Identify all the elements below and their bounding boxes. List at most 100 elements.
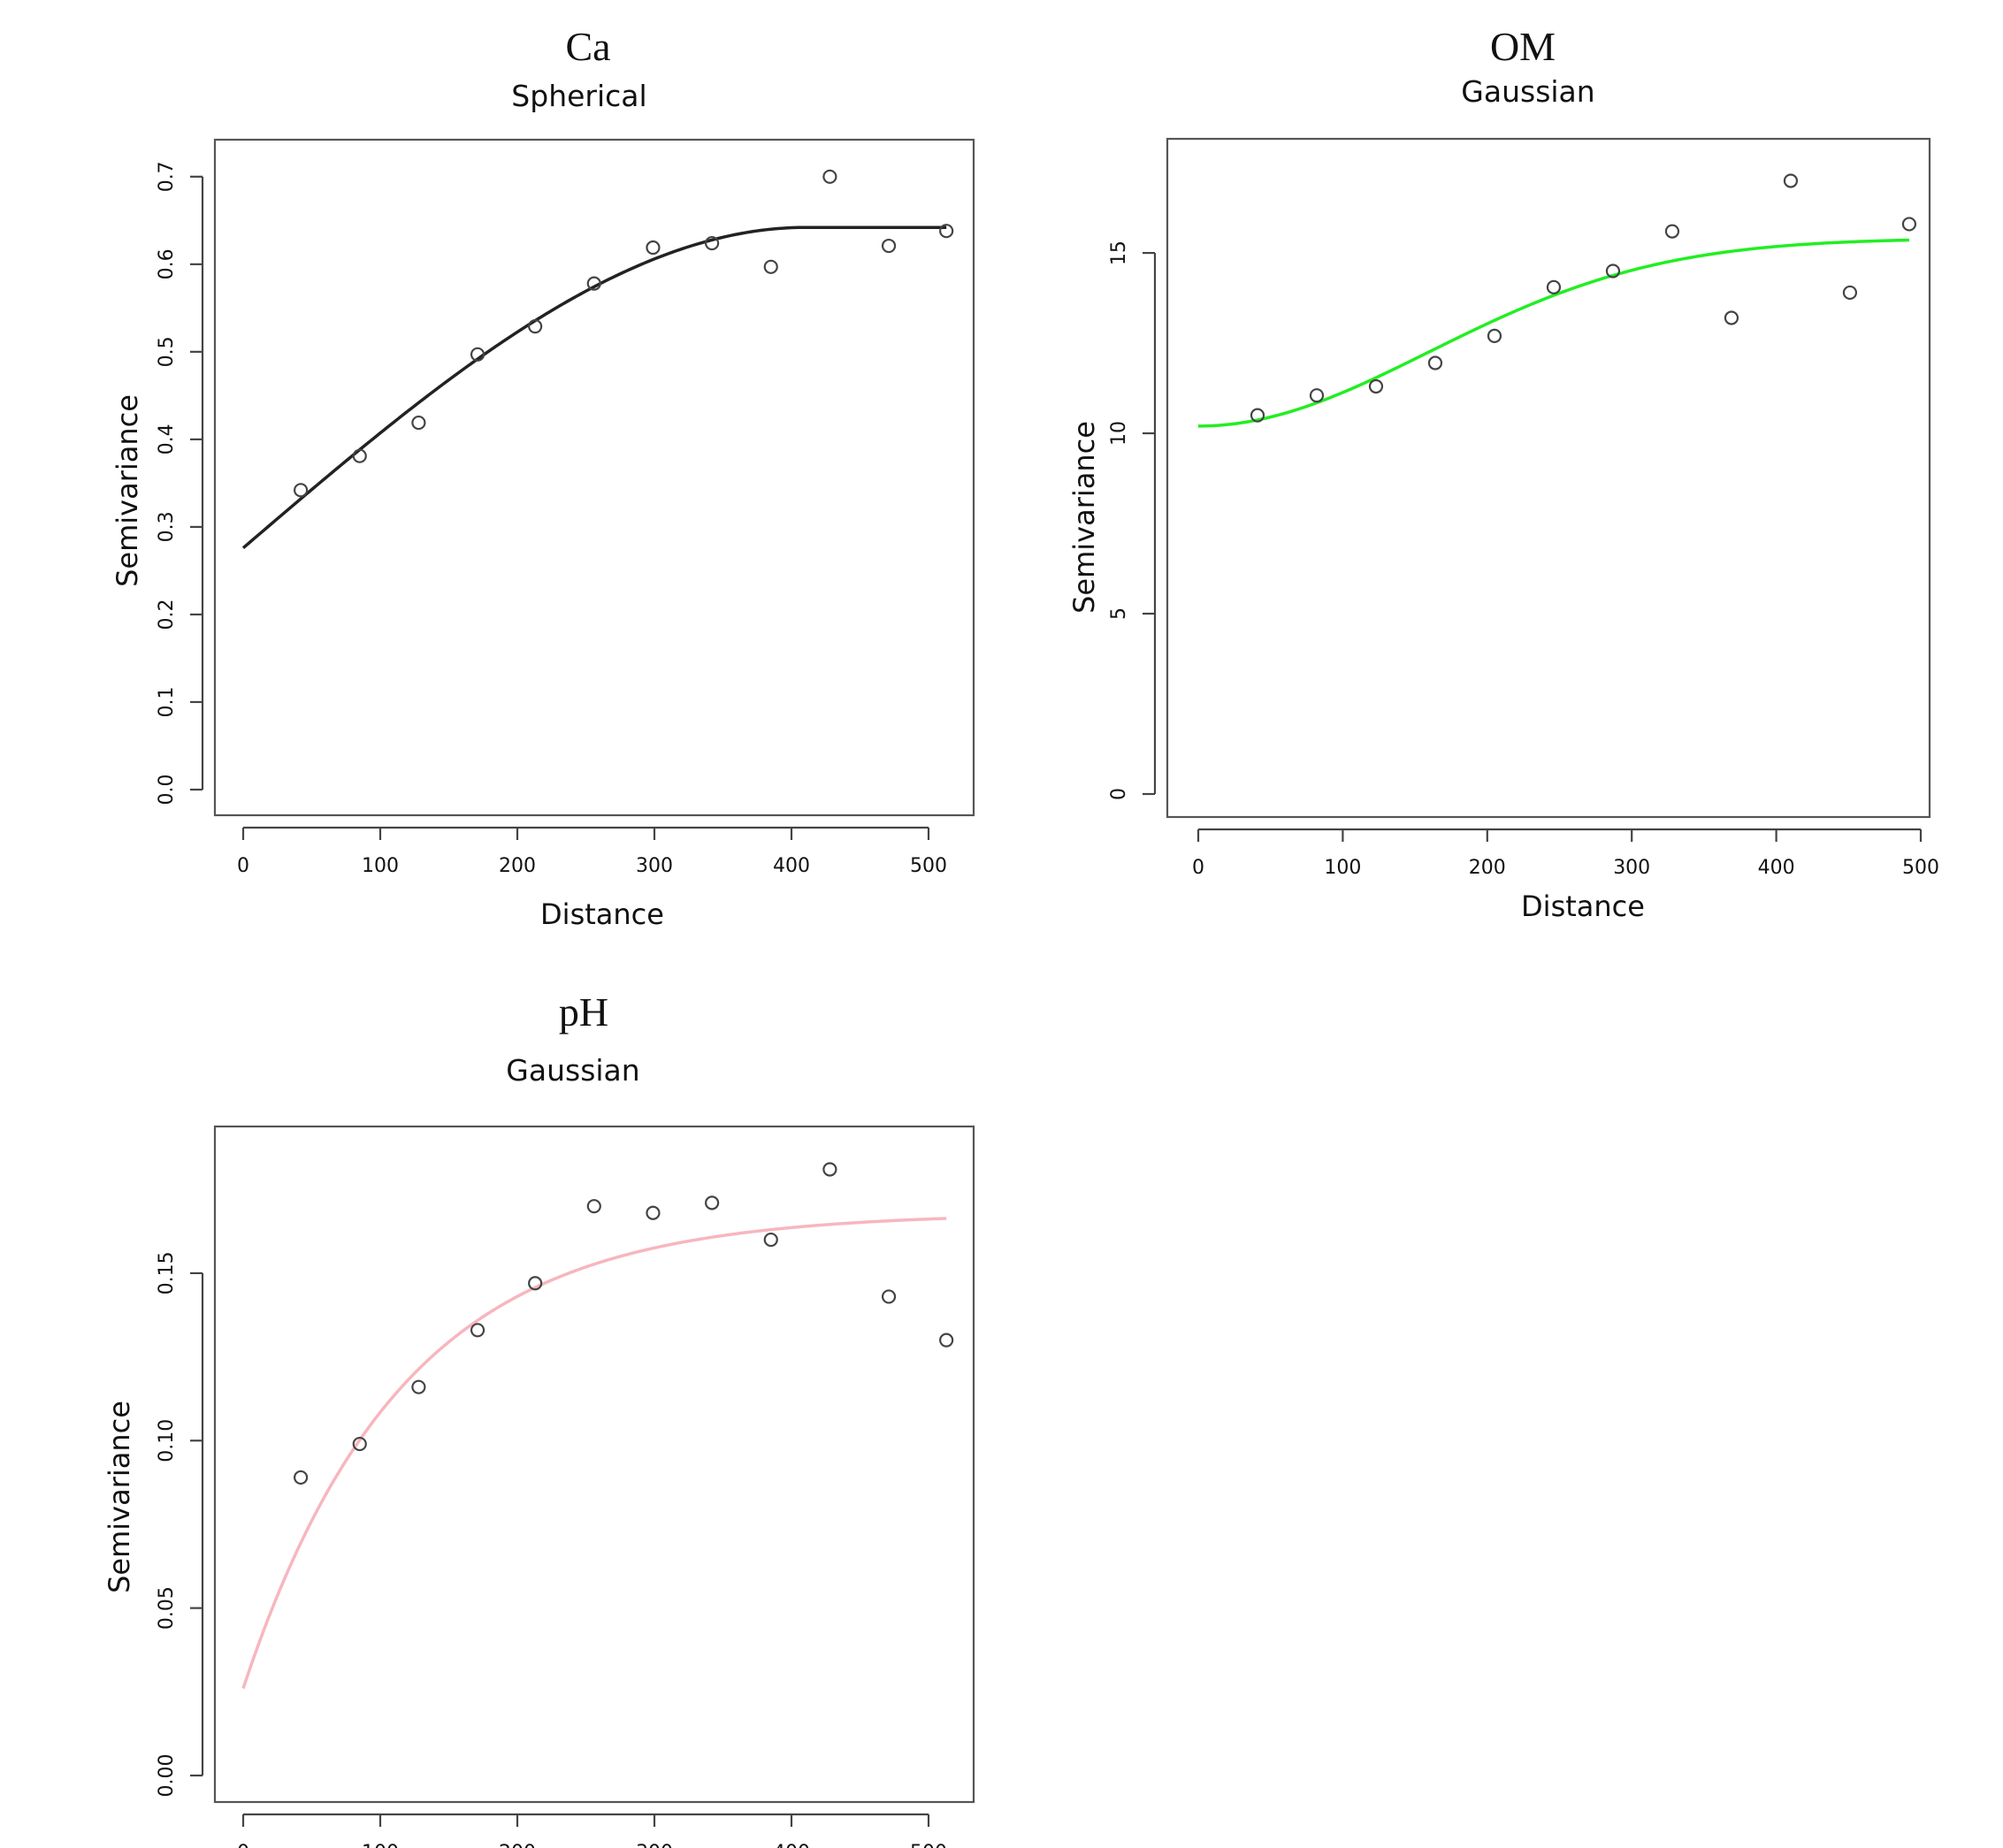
y-tick-label: 15 bbox=[1108, 241, 1130, 265]
x-axis-title: Distance bbox=[1521, 890, 1645, 923]
panel-title: pH bbox=[559, 989, 608, 1035]
data-point bbox=[1546, 279, 1562, 294]
data-point bbox=[646, 1205, 661, 1220]
y-tick-label: 0.0 bbox=[156, 775, 178, 806]
y-tick-label: 0.7 bbox=[156, 161, 178, 192]
y-tick-label: 0.00 bbox=[156, 1754, 178, 1798]
x-tick-label: 100 bbox=[1324, 857, 1361, 879]
fitted-model bbox=[241, 1217, 947, 1690]
y-tick-label: 0.3 bbox=[156, 511, 178, 542]
y-tick-label: 0.2 bbox=[156, 599, 178, 630]
plot-frame bbox=[213, 1125, 975, 1804]
x-tick-label: 200 bbox=[499, 1842, 536, 1848]
y-tick-label: 0.1 bbox=[156, 686, 178, 717]
plot-frame bbox=[1166, 137, 1931, 819]
model-curve bbox=[1197, 238, 1909, 428]
y-tick-label: 0.5 bbox=[156, 336, 178, 367]
data-point bbox=[470, 347, 485, 362]
axes: 0 100 200 300 400 500 0.00 0.05 0.10 0.15 bbox=[156, 1251, 947, 1848]
data-point bbox=[352, 1436, 367, 1452]
y-tick-label: 10 bbox=[1108, 421, 1130, 446]
fitted-model bbox=[1197, 238, 1909, 428]
x-tick-label: 0 bbox=[237, 1842, 249, 1848]
y-axis-title: Semivariance bbox=[103, 1401, 136, 1593]
data-point bbox=[939, 224, 954, 239]
data-point bbox=[586, 1199, 601, 1214]
axes: 0 100 200 300 400 500 0 5 10 15 bbox=[1108, 241, 1939, 879]
y-axis-title: Semivariance bbox=[111, 394, 144, 587]
x-axis-title: Distance bbox=[540, 897, 664, 931]
x-tick-label: 100 bbox=[362, 855, 399, 877]
empirical-points bbox=[1250, 173, 1917, 423]
data-point bbox=[1664, 224, 1680, 239]
x-tick-label: 200 bbox=[499, 855, 536, 877]
data-point bbox=[1783, 173, 1799, 188]
data-point bbox=[1309, 388, 1325, 403]
y-tick-label: 0.6 bbox=[156, 248, 178, 279]
data-point bbox=[704, 235, 720, 251]
data-point bbox=[881, 238, 897, 254]
x-tick-label: 300 bbox=[636, 1842, 673, 1848]
data-point bbox=[1368, 378, 1384, 394]
x-tick-label: 400 bbox=[773, 855, 810, 877]
data-point bbox=[1427, 355, 1443, 370]
x-tick-label: 300 bbox=[1613, 857, 1650, 879]
panel-subtitle: Gaussian bbox=[1461, 74, 1594, 109]
data-point bbox=[528, 319, 543, 334]
empirical-points bbox=[294, 1162, 954, 1485]
data-point bbox=[822, 169, 837, 184]
panel-title: OM bbox=[1490, 24, 1556, 69]
y-tick-label: 0.15 bbox=[156, 1251, 178, 1294]
data-point bbox=[586, 276, 601, 291]
data-point bbox=[352, 448, 367, 463]
data-point bbox=[294, 1470, 309, 1485]
x-tick-label: 400 bbox=[773, 1842, 810, 1848]
data-point bbox=[1842, 285, 1858, 301]
model-curve bbox=[241, 1217, 947, 1690]
plot-frame bbox=[213, 138, 975, 817]
x-tick-label: 500 bbox=[910, 1842, 947, 1848]
data-point bbox=[704, 1195, 720, 1210]
panel-title: Ca bbox=[565, 24, 610, 69]
x-tick-label: 300 bbox=[636, 855, 673, 877]
panel-subtitle: Spherical bbox=[511, 79, 646, 113]
axes: 0 100 200 300 400 500 0.0 0.1 0.2 0.3 0.4 0.5 0.6 0.7 bbox=[156, 161, 947, 877]
data-point bbox=[528, 1276, 543, 1291]
data-point bbox=[411, 415, 426, 431]
data-point bbox=[1724, 310, 1739, 325]
data-point bbox=[1605, 263, 1621, 279]
x-tick-label: 500 bbox=[910, 855, 947, 877]
y-tick-label: 5 bbox=[1108, 607, 1130, 620]
fitted-model bbox=[241, 225, 947, 550]
empirical-points bbox=[294, 169, 954, 498]
data-point bbox=[881, 1289, 897, 1304]
y-axis-title: Semivariance bbox=[1067, 421, 1101, 614]
data-point bbox=[1250, 408, 1265, 423]
data-point bbox=[1901, 217, 1917, 232]
x-tick-label: 500 bbox=[1902, 857, 1939, 879]
data-point bbox=[1487, 328, 1502, 343]
panel-subtitle: Gaussian bbox=[506, 1053, 639, 1088]
y-tick-label: 0 bbox=[1108, 788, 1130, 800]
data-point bbox=[411, 1379, 426, 1394]
x-tick-label: 0 bbox=[1192, 857, 1204, 879]
panel-om: OM Gaussian Distance Semivariance 0 100 20… bbox=[1067, 24, 1939, 923]
data-point bbox=[822, 1162, 837, 1177]
x-tick-label: 0 bbox=[237, 855, 249, 877]
data-point bbox=[939, 1333, 954, 1348]
data-point bbox=[470, 1323, 485, 1338]
panel-ca: Ca Spherical Distance Semivariance 0 100 2… bbox=[111, 24, 975, 931]
y-tick-label: 0.10 bbox=[156, 1419, 178, 1462]
x-tick-label: 100 bbox=[362, 1842, 399, 1848]
y-tick-label: 0.05 bbox=[156, 1586, 178, 1630]
data-point bbox=[763, 1232, 778, 1248]
data-point bbox=[294, 483, 309, 498]
x-tick-label: 200 bbox=[1469, 857, 1506, 879]
data-point bbox=[763, 259, 778, 274]
data-point bbox=[646, 240, 661, 256]
panel-ph: pH Gaussian Semivariance 0 100 200 300 400 50… bbox=[103, 989, 975, 1848]
x-tick-label: 400 bbox=[1758, 857, 1795, 879]
model-curve bbox=[241, 225, 947, 550]
y-tick-label: 0.4 bbox=[156, 424, 178, 454]
